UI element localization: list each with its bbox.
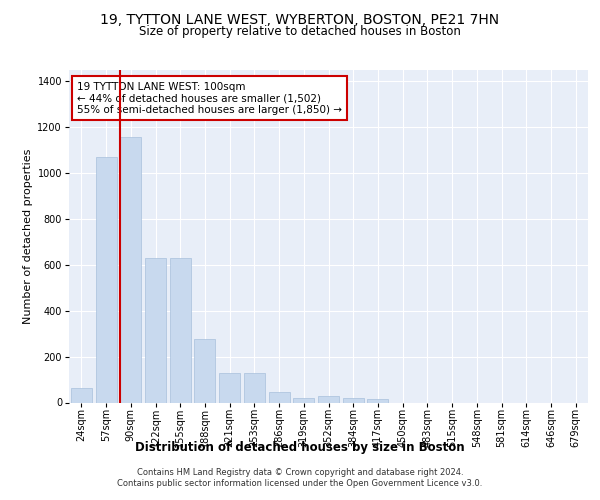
Bar (194, 340, 215, 402)
Bar (145, 258, 166, 402)
Bar (219, 372, 240, 402)
Bar (244, 372, 265, 402)
Text: Distribution of detached houses by size in Boston: Distribution of detached houses by size … (135, 441, 465, 454)
Text: 19 TYTTON LANE WEST: 100sqm
← 44% of detached houses are smaller (1,502)
55% of : 19 TYTTON LANE WEST: 100sqm ← 44% of det… (77, 82, 342, 115)
Bar (318, 396, 339, 402)
Bar (269, 392, 290, 402)
Text: 19, TYTTON LANE WEST, WYBERTON, BOSTON, PE21 7HN: 19, TYTTON LANE WEST, WYBERTON, BOSTON, … (100, 12, 500, 26)
Bar (95, 157, 116, 402)
Bar (120, 136, 141, 402)
Bar (367, 399, 388, 402)
Text: Size of property relative to detached houses in Boston: Size of property relative to detached ho… (139, 25, 461, 38)
Text: Contains HM Land Registry data © Crown copyright and database right 2024.
Contai: Contains HM Land Registry data © Crown c… (118, 468, 482, 487)
Bar (343, 398, 364, 402)
Bar (170, 258, 191, 402)
Y-axis label: Number of detached properties: Number of detached properties (23, 148, 33, 324)
Bar (293, 398, 314, 402)
Bar (71, 388, 92, 402)
